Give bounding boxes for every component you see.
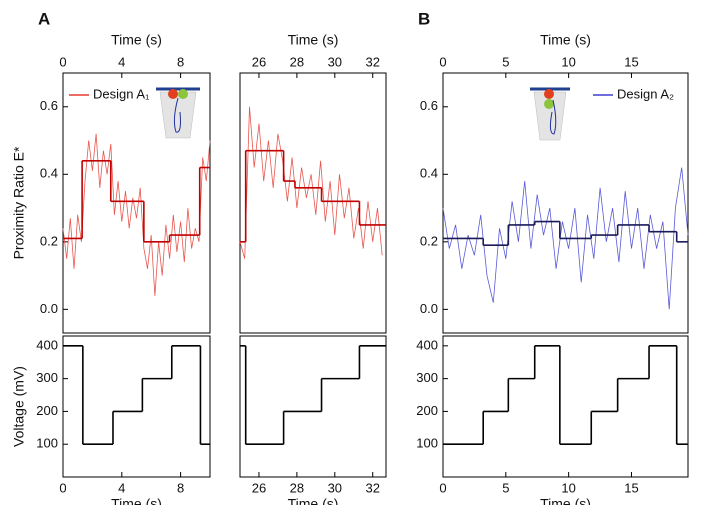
y-tick-label: 300 (416, 370, 438, 385)
x-tick-label: 28 (290, 480, 304, 495)
x-tick-label: 4 (118, 54, 125, 69)
plot-frame (62, 72, 211, 334)
legend-label: Design A₂ (617, 86, 674, 101)
plot-frame (442, 72, 689, 334)
x-tick-label: 30 (328, 54, 342, 69)
x-tick-label: 26 (252, 54, 266, 69)
x-tick-label: 26 (252, 480, 266, 495)
y-tick-label: 0.4 (40, 166, 58, 181)
y-tick-label: 200 (416, 403, 438, 418)
x-tick-label: 0 (59, 480, 66, 495)
x-tick-label: 10 (561, 480, 575, 495)
x-tick-label: 0 (439, 54, 446, 69)
y-tick-label: 0.0 (40, 301, 58, 316)
x-tick-label: 15 (624, 54, 638, 69)
x-axis-label: Time (s) (288, 32, 339, 48)
plot-frame (442, 335, 689, 478)
plot-frame (239, 72, 387, 334)
y-tick-label: 100 (416, 436, 438, 451)
y-tick-label: 0.0 (420, 301, 438, 316)
plot-frame (62, 335, 211, 478)
x-tick-label: 0 (59, 54, 66, 69)
x-tick-label: 15 (624, 480, 638, 495)
x-axis-label: Time (s) (540, 496, 591, 505)
y-tick-label: 400 (36, 337, 58, 352)
y-tick-label: 0.2 (420, 233, 438, 248)
y-tick-label: 0.6 (420, 98, 438, 113)
x-tick-label: 5 (502, 54, 509, 69)
x-axis-label: Time (s) (288, 496, 339, 505)
x-tick-label: 30 (328, 480, 342, 495)
y-axis-label: Voltage (mV) (11, 366, 27, 447)
x-axis-label: Time (s) (111, 496, 162, 505)
y-axis-label: Proximity Ratio E* (11, 146, 27, 259)
x-tick-label: 28 (290, 54, 304, 69)
trace (239, 106, 383, 259)
panel-label: A (38, 9, 50, 28)
y-tick-label: 200 (36, 403, 58, 418)
x-tick-label: 32 (365, 480, 379, 495)
trace (62, 133, 211, 296)
x-axis-label: Time (s) (111, 32, 162, 48)
x-tick-label: 4 (118, 480, 125, 495)
plot-frame (239, 335, 387, 478)
panel-label: B (418, 9, 430, 28)
x-tick-label: 10 (561, 54, 575, 69)
y-tick-label: 0.4 (420, 166, 438, 181)
x-tick-label: 5 (502, 480, 509, 495)
y-tick-label: 0.6 (40, 98, 58, 113)
schematic-icon (156, 87, 200, 139)
y-tick-label: 0.2 (40, 233, 58, 248)
x-tick-label: 8 (177, 54, 184, 69)
x-tick-label: 0 (439, 480, 446, 495)
x-tick-label: 32 (365, 54, 379, 69)
y-tick-label: 300 (36, 370, 58, 385)
legend-label: Design A₁ (93, 86, 150, 101)
y-tick-label: 400 (416, 337, 438, 352)
y-tick-label: 100 (36, 436, 58, 451)
x-tick-label: 8 (177, 480, 184, 495)
x-axis-label: Time (s) (540, 32, 591, 48)
schematic-icon (530, 87, 570, 141)
